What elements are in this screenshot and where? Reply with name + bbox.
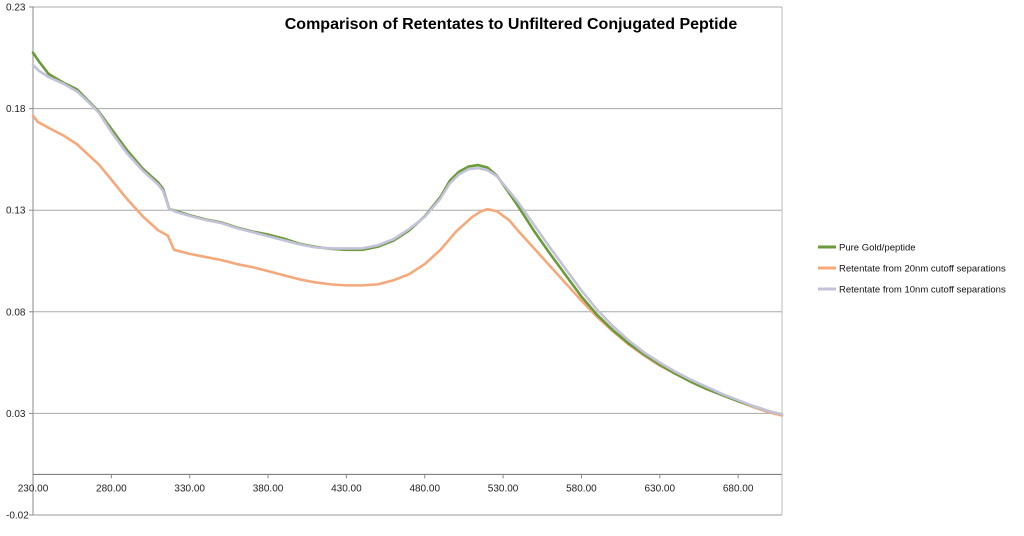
chart-title: Comparison of Retentates to Unfiltered C… (285, 16, 738, 33)
y-tick-label: 0.08 (6, 307, 26, 318)
grid-lines (33, 6, 782, 414)
x-tick-label: 680.00 (723, 483, 754, 494)
series-line-3 (31, 63, 784, 416)
x-tick-label: 480.00 (409, 483, 440, 494)
legend-label-2: Retentate from 20nm cutoff separations (839, 264, 1006, 275)
x-tick-label: 280.00 (96, 483, 127, 494)
y-tick-label: 0.23 (6, 3, 26, 14)
series-lines (31, 51, 784, 417)
legend-label-3: Retentate from 10nm cutoff separations (839, 285, 1006, 296)
x-tick-label: 430.00 (331, 483, 362, 494)
x-tick-label: 230.00 (18, 483, 49, 494)
legend: Pure Gold/peptide Retentate from 20nm cut… (818, 243, 1006, 296)
y-tick-label: 0.13 (6, 206, 26, 217)
x-tick-label: 580.00 (566, 483, 597, 494)
y-tick-label: 0.03 (6, 409, 26, 420)
x-tick-label: 630.00 (644, 483, 675, 494)
x-tick-labels: 230.00 280.00 330.00 380.00 430.00 480.00 530.… (18, 474, 754, 494)
x-tick-label: 330.00 (174, 483, 205, 494)
y-tick-label: -0.02 (6, 511, 29, 522)
axes (32, 7, 783, 516)
y-tick-label: 0.18 (6, 104, 26, 115)
legend-label-1: Pure Gold/peptide (839, 243, 916, 254)
y-tick-labels: -0.02 0.03 0.08 0.13 0.18 0.23 (6, 3, 33, 522)
x-tick-label: 530.00 (488, 483, 519, 494)
x-tick-label: 380.00 (253, 483, 284, 494)
